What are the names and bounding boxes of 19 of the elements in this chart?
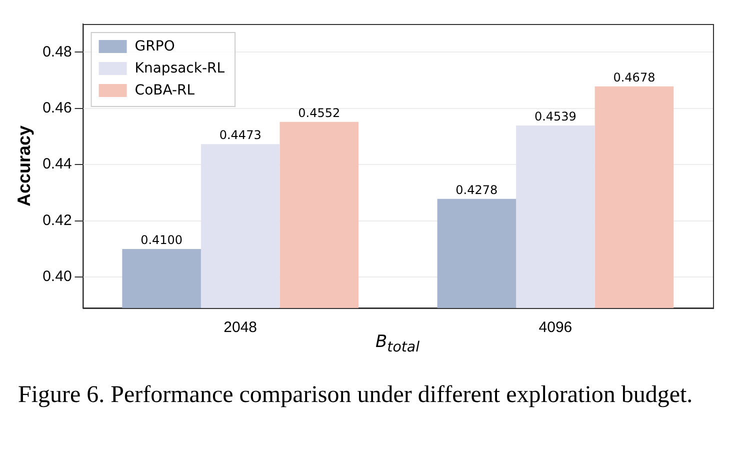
data-label: 0.4539 [534, 110, 576, 124]
data-label: 0.4552 [298, 106, 340, 120]
y-tick-label: 0.40 [42, 268, 72, 286]
x-axis-title: B$_{total}$ [375, 332, 420, 356]
caption: Figure 6. Performance comparison under different exploration budget. [18, 381, 694, 410]
x-tick-label: 2048 [224, 319, 258, 336]
data-label: 0.4473 [219, 128, 262, 142]
data-label: 0.4678 [613, 70, 656, 85]
y-tick-label: 0.48 [42, 43, 72, 60]
x-tick-label: 4096 [538, 319, 572, 336]
y-tick-label: 0.46 [42, 99, 72, 116]
legend-label: GRPO [134, 38, 175, 55]
data-label: 0.4100 [140, 233, 183, 248]
y-tick-label: 0.44 [42, 156, 72, 173]
legend-label: Knapsack-RL [134, 60, 225, 77]
data-label: 0.4278 [456, 183, 498, 198]
y-tick-label: 0.42 [42, 212, 72, 229]
legend-label: CoBA-RL [134, 82, 195, 99]
y-axis-title: Accuracy [14, 125, 34, 207]
